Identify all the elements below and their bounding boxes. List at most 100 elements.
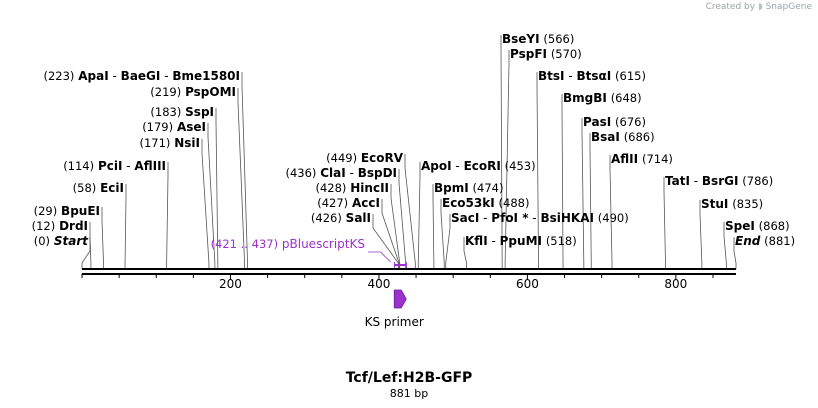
site-leader-line: [241, 72, 248, 269]
site-leader-line: [89, 222, 92, 269]
restriction-site-label[interactable]: (58) EciI: [73, 181, 124, 195]
site-leader-line: [445, 214, 451, 269]
restriction-site-label[interactable]: BtsI - BtsαI (615): [538, 69, 646, 83]
enzyme-name: BsaI: [591, 130, 620, 144]
restriction-site-label[interactable]: (427) AccI: [317, 196, 380, 210]
site-position: (453): [505, 159, 536, 173]
restriction-site-label[interactable]: (29) BpuEI: [34, 204, 100, 218]
site-position: (868): [759, 219, 790, 233]
restriction-site-label[interactable]: BsaI (686): [591, 130, 655, 144]
site-leader-line: [381, 199, 400, 269]
enzyme-name: BpuEI: [61, 204, 100, 218]
site-position: (427): [317, 196, 348, 210]
site-position: (881): [764, 234, 795, 248]
restriction-site-label[interactable]: Eco53kI (488): [442, 196, 529, 210]
site-leader-line: [663, 177, 666, 269]
feature-label[interactable]: (421 .. 437) pBluescriptKS: [211, 237, 365, 251]
map-size: 881 bp: [390, 387, 428, 400]
site-position: (488): [499, 196, 530, 210]
site-leader-line: [101, 207, 104, 269]
site-leader-line: [561, 94, 564, 269]
feature-range: (421 .. 437): [211, 237, 279, 251]
restriction-site-label[interactable]: SpeI (868): [725, 219, 790, 233]
site-leader-line: [699, 200, 703, 269]
site-position: (428): [315, 181, 346, 195]
restriction-site-label[interactable]: ApoI - EcoRI (453): [421, 159, 536, 173]
site-position: (449): [326, 151, 357, 165]
restriction-site-label[interactable]: AflII (714): [611, 152, 673, 166]
restriction-site-label[interactable]: (114) PciI - AflIII: [63, 159, 166, 173]
ruler-tick-label: 200: [219, 277, 242, 291]
enzyme-name: PpuMI: [500, 234, 542, 248]
restriction-site-label[interactable]: (183) SspI: [150, 105, 214, 119]
enzyme-name: AflII: [611, 152, 638, 166]
name-separator: -: [109, 69, 121, 83]
name-separator: -: [452, 159, 464, 173]
feature-name: pBluescriptKS: [282, 237, 365, 251]
enzyme-name: AflIII: [134, 159, 166, 173]
primer-label: KS primer: [365, 315, 424, 329]
restriction-site-label[interactable]: (12) DrdI: [32, 219, 88, 233]
ruler-tick-label: 800: [664, 277, 687, 291]
site-position: (518): [546, 234, 577, 248]
restriction-site-label[interactable]: KflI - PpuMI (518): [465, 234, 577, 248]
enzyme-name: Eco53kI: [442, 196, 495, 210]
name-separator: -: [565, 69, 577, 83]
site-position: (12): [32, 219, 56, 233]
restriction-site-label[interactable]: (171) NsiI: [139, 136, 200, 150]
sequence-backbone: [82, 268, 736, 275]
restriction-site-label[interactable]: SacI - PfoI * - BsiHKAI (490): [451, 211, 629, 225]
primer-arrow-icon[interactable]: [393, 289, 407, 309]
site-leader-line: [609, 155, 613, 269]
enzyme-name: BtsαI: [576, 69, 611, 83]
enzyme-name: BaeGI: [121, 69, 161, 83]
site-labels: (0) Start(12) DrdI(29) BpuEI (58) EciI (11…: [32, 32, 795, 248]
restriction-site-label[interactable]: (0) Start: [34, 234, 90, 248]
snapgene-logo-icon: ◗: [757, 2, 763, 12]
enzyme-name: BmgBI: [563, 91, 607, 105]
enzyme-name: KflI: [465, 234, 488, 248]
enzyme-name: AseI: [177, 120, 206, 134]
enzyme-name: StuI: [701, 197, 728, 211]
site-position: (570): [551, 47, 582, 61]
site-leader-line: [500, 35, 503, 269]
restriction-site-label[interactable]: (219) PspOMI: [150, 85, 236, 99]
credit-prefix: Created by: [705, 2, 756, 12]
enzyme-name: ApoI: [421, 159, 452, 173]
restriction-site-label[interactable]: End (881): [735, 234, 795, 248]
restriction-site-label[interactable]: (426) SalI: [311, 211, 371, 225]
restriction-site-label[interactable]: (449) EcoRV: [326, 151, 404, 165]
enzyme-name: ClaI: [320, 166, 345, 180]
primer-group[interactable]: KS primer: [365, 289, 424, 329]
site-position: (219): [150, 85, 181, 99]
restriction-site-label[interactable]: (223) ApaI - BaeGI - Bme1580I: [43, 69, 240, 83]
site-leader-line: [404, 154, 416, 269]
site-position: (474): [473, 181, 504, 195]
site-leader-line: [207, 123, 216, 269]
site-position: (436): [285, 166, 316, 180]
site-leader-line: [237, 88, 245, 269]
enzyme-name: EciI: [100, 181, 124, 195]
restriction-site-label[interactable]: (179) AseI: [142, 120, 206, 134]
site-leader-line: [463, 237, 467, 269]
restriction-site-label[interactable]: BmgBI (648): [563, 91, 642, 105]
restriction-site-label[interactable]: PspFI (570): [510, 47, 582, 61]
restriction-site-label[interactable]: (436) ClaI - BspDI: [285, 166, 397, 180]
site-leader-line: [733, 237, 737, 269]
site-leader-line: [440, 199, 445, 269]
enzyme-name: SpeI: [725, 219, 755, 233]
restriction-site-label[interactable]: StuI (835): [701, 197, 763, 211]
site-position: (114): [63, 159, 94, 173]
enzyme-name: EcoRI: [464, 159, 501, 173]
feature-group[interactable]: (421 .. 437) pBluescriptKS: [211, 237, 407, 268]
site-position: (648): [611, 91, 642, 105]
restriction-site-label[interactable]: BpmI (474): [434, 181, 503, 195]
restriction-site-label[interactable]: BseYI (566): [502, 32, 574, 46]
restriction-site-label[interactable]: TatI - BsrGI (786): [665, 174, 773, 188]
restriction-site-label[interactable]: PasI (676): [583, 115, 646, 129]
site-position: (426): [311, 211, 342, 225]
restriction-site-label[interactable]: (428) HincII: [315, 181, 389, 195]
enzyme-name: AccI: [352, 196, 380, 210]
enzyme-name: BtsI: [538, 69, 565, 83]
